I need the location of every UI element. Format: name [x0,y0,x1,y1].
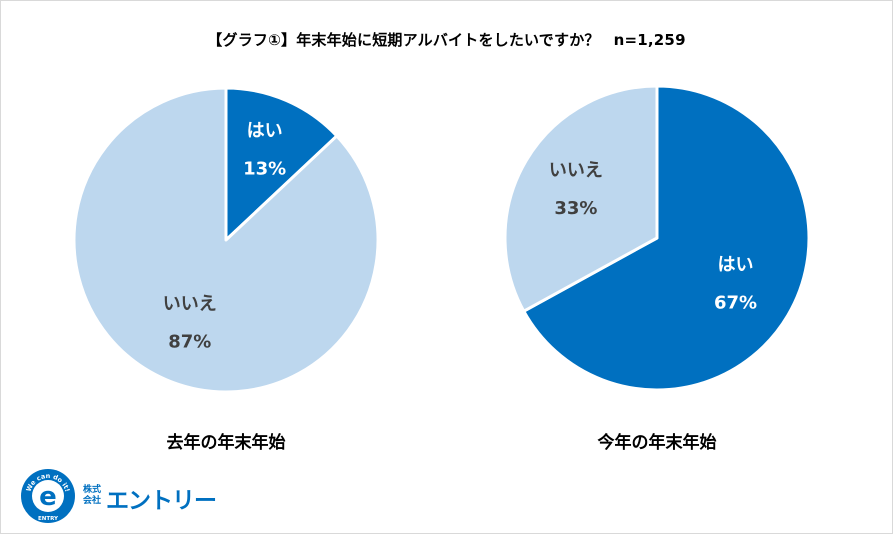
sample-size: n=1,259 [613,31,686,49]
pie-slice-0-1-label: いいえ [163,294,217,315]
entry-logo: e We can do it! ENTRY [21,469,75,523]
company-name: エントリー [106,488,217,514]
logo-badge-letter: e [39,482,57,512]
company-prefix: 株式会社 [83,485,102,506]
pie-slice-0-0 [224,86,339,242]
title-text: 【グラフ①】年末年始に短期アルバイトをしたいですか？ [207,31,600,49]
pie-slice-1-0-value: 67% [714,292,757,313]
pie-slice-1-1 [503,84,659,313]
pie-slice-0-1 [72,86,380,394]
pie-slice-1-0 [522,84,811,392]
pie-this-year-caption: 今年の年末年始 [597,433,717,453]
pie-slice-1-1-value: 33% [554,198,597,219]
pie-slice-0-0-label: はい [247,121,283,142]
pie-slice-0-1-value: 87% [168,332,211,353]
pie-slice-1-1-label: いいえ [549,160,603,181]
pie-this-year: はい 67% いいえ 33% [503,84,811,392]
pie-slice-0-0-value: 13% [243,159,286,180]
logo-badge-bottom-text: ENTRY [38,516,59,522]
chart-title: 【グラフ①】年末年始に短期アルバイトをしたいですか？ n=1,259 [0,29,893,50]
pie-last-year-caption: 去年の年末年始 [166,433,286,453]
pie-slice-1-0-label: はい [717,254,753,275]
pie-last-year: はい 13% いいえ 87% [72,86,380,394]
